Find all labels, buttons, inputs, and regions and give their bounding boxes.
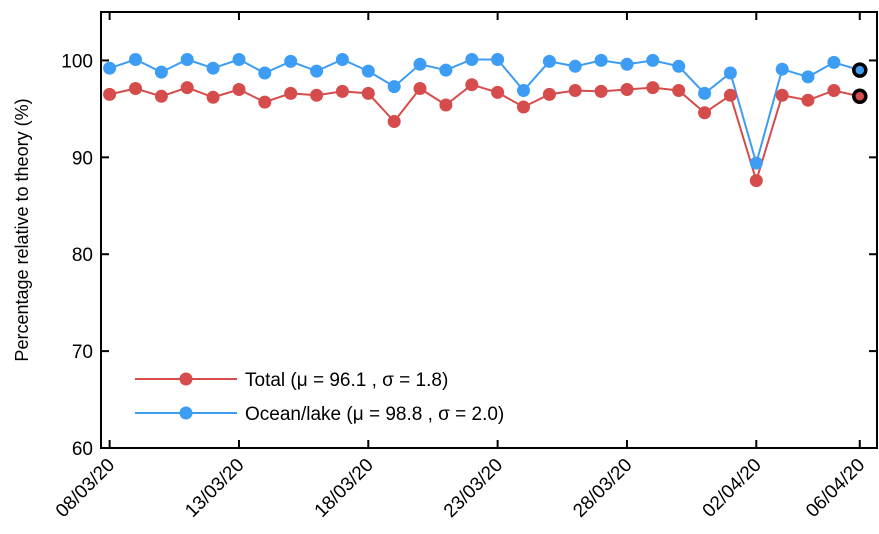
legend: Total (μ = 96.1 , σ = 1.8) Ocean/lake (μ… — [135, 370, 504, 425]
data-point — [775, 62, 789, 76]
data-point — [361, 86, 375, 100]
data-point — [439, 98, 453, 112]
data-point — [517, 100, 530, 114]
legend-label-total: Total (μ = 96.1 , σ = 1.8) — [245, 370, 448, 391]
data-point — [594, 84, 608, 98]
data-point — [180, 81, 194, 95]
data-point — [465, 53, 479, 66]
data-point — [646, 53, 660, 67]
y-axis: 60 70 80 90 100 — [61, 51, 877, 460]
data-point — [568, 59, 582, 73]
data-point — [206, 61, 220, 75]
data-point — [206, 90, 220, 104]
data-point — [672, 59, 686, 73]
data-point — [620, 57, 634, 71]
data-point — [232, 53, 246, 66]
data-point — [465, 78, 479, 92]
data-point — [491, 85, 505, 99]
data-point — [129, 53, 142, 66]
data-point — [620, 83, 634, 96]
data-point — [749, 156, 763, 170]
data-point — [387, 115, 401, 128]
highlighted-point — [852, 62, 868, 78]
series-layer — [103, 53, 868, 188]
x-tick-label: 02/04/20 — [699, 455, 766, 522]
data-point — [827, 55, 841, 69]
highlighted-point — [852, 88, 868, 105]
x-tick-label: 08/03/20 — [52, 455, 119, 522]
data-point — [413, 82, 427, 95]
data-point — [258, 95, 272, 109]
data-point — [594, 53, 608, 67]
data-point — [698, 86, 712, 100]
data-point — [154, 65, 168, 79]
data-point — [232, 83, 246, 96]
data-point — [723, 88, 737, 102]
y-axis-title: Percentage relative to theory (%) — [12, 98, 32, 361]
data-point — [387, 80, 401, 94]
y-tick-label: 60 — [72, 439, 93, 460]
data-point — [801, 93, 815, 107]
legend-marker-ocean-lake — [179, 406, 193, 420]
y-tick-label: 70 — [72, 342, 93, 363]
data-point — [672, 84, 686, 97]
x-tick-label: 06/04/20 — [802, 455, 869, 522]
data-point — [310, 88, 324, 102]
y-tick-label: 80 — [72, 245, 93, 266]
x-axis: 08/03/20 13/03/20 18/03/20 23/03/20 28/03/20… — [52, 12, 869, 522]
data-point — [103, 87, 117, 101]
data-point — [335, 53, 349, 66]
data-point — [258, 66, 272, 80]
data-point — [542, 87, 556, 101]
data-point — [180, 53, 194, 66]
legend-label-ocean-lake: Ocean/lake (μ = 98.8 , σ = 2.0) — [245, 404, 504, 425]
y-tick-label: 100 — [61, 51, 93, 72]
data-point — [284, 86, 298, 100]
data-point — [361, 64, 375, 78]
data-point — [491, 53, 505, 66]
x-tick-label: 28/03/20 — [569, 455, 636, 522]
data-point — [646, 81, 660, 95]
data-point — [103, 61, 117, 75]
data-point — [284, 54, 298, 68]
plot-area-frame — [100, 11, 878, 449]
data-point — [310, 64, 324, 78]
x-tick-label: 13/03/20 — [181, 455, 248, 522]
y-tick-label: 90 — [72, 148, 93, 169]
data-point — [542, 54, 556, 68]
x-tick-label: 18/03/20 — [311, 455, 378, 522]
legend-marker-total — [179, 372, 193, 386]
data-point — [154, 89, 168, 103]
data-point — [568, 84, 582, 97]
x-tick-label: 23/03/20 — [440, 455, 507, 522]
data-point — [698, 106, 712, 120]
data-point — [439, 63, 453, 77]
data-point — [775, 88, 789, 102]
data-point — [723, 66, 737, 80]
data-point — [801, 70, 815, 84]
data-point — [827, 84, 841, 97]
data-point — [335, 84, 349, 98]
data-point — [129, 82, 142, 95]
data-point — [749, 174, 763, 188]
data-point — [413, 57, 427, 71]
data-point — [517, 84, 530, 97]
